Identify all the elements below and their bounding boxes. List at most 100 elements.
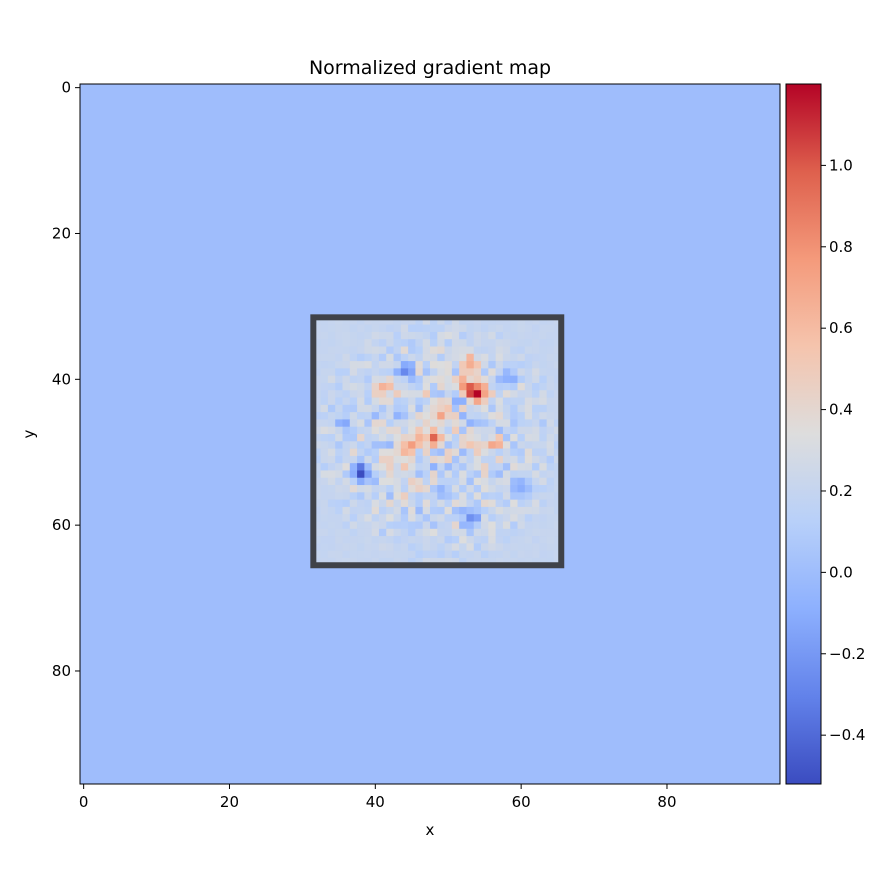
heatmap-cell <box>517 382 526 391</box>
heatmap-cell <box>393 536 402 544</box>
heatmap-cell <box>532 426 540 435</box>
heatmap-cell <box>408 339 416 347</box>
heatmap-cell <box>335 434 343 442</box>
heatmap-cell <box>430 506 438 515</box>
heatmap-cell <box>553 368 562 376</box>
heatmap-cell <box>539 543 547 551</box>
heatmap-cell <box>386 382 394 391</box>
heatmap-cell <box>349 346 358 355</box>
heatmap-cell <box>466 550 475 559</box>
heatmap-cell <box>546 361 555 369</box>
heatmap-cell <box>364 492 372 500</box>
heatmap-cell <box>481 521 489 530</box>
heatmap-cell <box>393 506 402 515</box>
heatmap-cell <box>495 521 504 530</box>
heatmap-cell <box>502 521 511 530</box>
heatmap-cell <box>335 382 343 391</box>
heatmap-cell <box>349 339 358 347</box>
heatmap-cell <box>451 324 460 333</box>
heatmap-cell <box>451 353 460 362</box>
heatmap-cell <box>320 536 329 544</box>
heatmap-cell <box>459 448 467 457</box>
heatmap-cell <box>364 557 372 566</box>
heatmap-cell <box>320 463 329 471</box>
heatmap-cell <box>495 412 504 420</box>
heatmap-cell <box>510 317 518 325</box>
heatmap-cell <box>451 331 460 340</box>
heatmap-cell <box>386 492 394 500</box>
heatmap-cell <box>313 441 321 449</box>
heatmap-cell <box>553 353 562 362</box>
heatmap-cell <box>481 485 489 493</box>
heatmap-cell <box>408 324 416 333</box>
heatmap-cell <box>400 317 409 325</box>
heatmap-cell <box>546 455 555 464</box>
heatmap-cell <box>408 499 416 508</box>
heatmap-cell <box>378 557 387 566</box>
heatmap-cell <box>357 317 365 325</box>
heatmap-cell <box>342 521 351 530</box>
heatmap-cell <box>553 441 562 449</box>
x-tick-label: 0 <box>79 793 89 811</box>
heatmap-cell <box>313 375 321 384</box>
heatmap-cell <box>437 397 445 406</box>
heatmap-cell <box>466 499 475 508</box>
heatmap-cell <box>400 434 409 442</box>
heatmap-cell <box>320 382 329 391</box>
heatmap-cell <box>408 434 416 442</box>
heatmap-cell <box>364 339 372 347</box>
heatmap-cell <box>451 536 460 544</box>
heatmap-cell <box>430 375 438 384</box>
heatmap-cell <box>546 506 555 515</box>
heatmap-cell <box>400 543 409 551</box>
heatmap-cell <box>459 426 467 435</box>
heatmap-cell <box>495 550 504 559</box>
colorbar-tick-label: 0.6 <box>829 319 853 337</box>
heatmap-cell <box>517 412 526 420</box>
colorbar-tick-label: −0.2 <box>829 645 865 663</box>
heatmap-cell <box>313 506 321 515</box>
heatmap-cell <box>451 434 460 442</box>
heatmap-cell <box>539 441 547 449</box>
heatmap-cell <box>451 557 460 566</box>
heatmap-cell <box>473 324 482 333</box>
heatmap-cell <box>415 485 424 493</box>
heatmap-cell <box>510 492 518 500</box>
heatmap-cell <box>349 331 358 340</box>
heatmap-cell <box>495 477 504 486</box>
heatmap-cell <box>408 426 416 435</box>
heatmap-cell <box>378 514 387 522</box>
heatmap-cell <box>393 528 402 537</box>
heatmap-cell <box>371 404 380 413</box>
heatmap-cell <box>386 499 394 508</box>
heatmap-cell <box>459 441 467 449</box>
heatmap-cell <box>510 412 518 420</box>
heatmap-cell <box>517 317 526 325</box>
heatmap-cell <box>415 346 424 355</box>
heatmap-cell <box>430 477 438 486</box>
heatmap-cell <box>335 361 343 369</box>
heatmap-cell <box>349 455 358 464</box>
heatmap-cell <box>357 470 365 479</box>
heatmap-cell <box>371 506 380 515</box>
heatmap-cell <box>415 441 424 449</box>
heatmap-cell <box>524 514 533 522</box>
x-tick-label: 40 <box>366 793 385 811</box>
heatmap-cell <box>517 470 526 479</box>
heatmap-cell <box>510 339 518 347</box>
heatmap-cell <box>488 506 496 515</box>
heatmap-cell <box>532 470 540 479</box>
heatmap-cell <box>357 397 365 406</box>
heatmap-cell <box>378 506 387 515</box>
heatmap-cell <box>400 324 409 333</box>
heatmap-cell <box>532 514 540 522</box>
heatmap-cell <box>553 324 562 333</box>
heatmap-cell <box>539 419 547 428</box>
heatmap-cell <box>553 346 562 355</box>
heatmap-cell <box>415 557 424 566</box>
heatmap-cell <box>364 390 372 398</box>
heatmap-cell <box>327 368 336 376</box>
heatmap-cell <box>371 521 380 530</box>
heatmap-cell <box>495 361 504 369</box>
heatmap-cell <box>539 346 547 355</box>
